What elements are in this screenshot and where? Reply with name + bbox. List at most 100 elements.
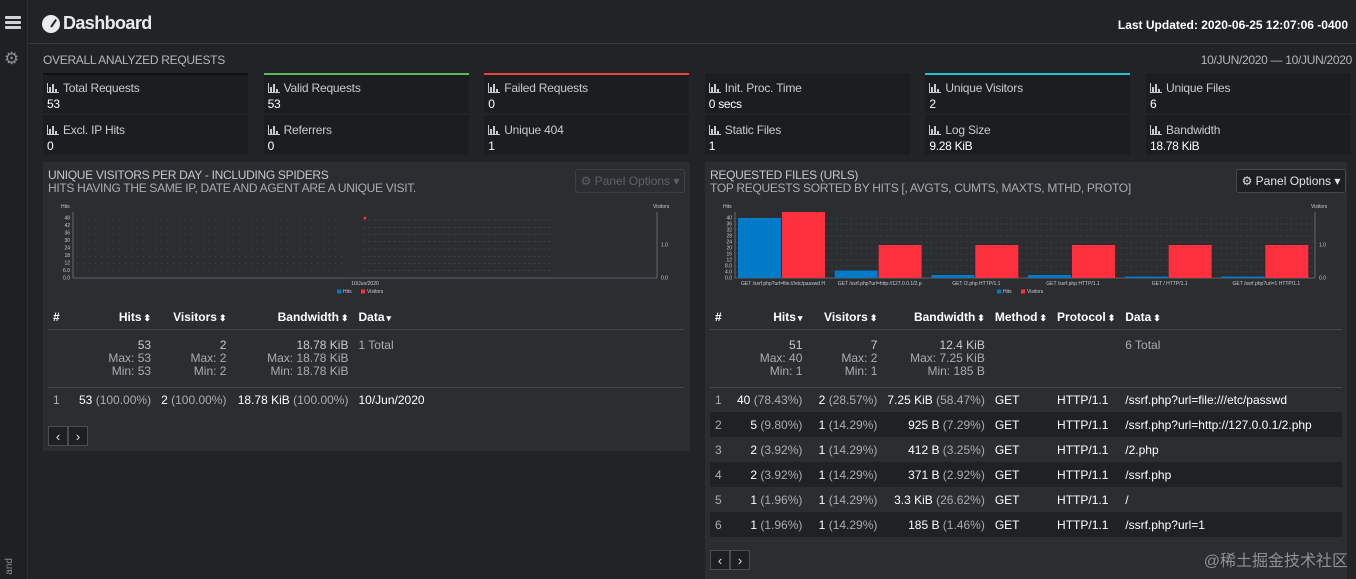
y-tick-label: 32 xyxy=(726,228,732,234)
summary-visitors: 2 Max: 2 Min: 2 xyxy=(190,337,227,378)
sort-icon: ⬍ xyxy=(869,312,878,323)
next-page-button[interactable]: › xyxy=(68,426,88,446)
y-tick-label: 36 xyxy=(726,222,732,228)
row-index: 6 xyxy=(710,512,732,537)
files-panel-options-button[interactable]: ⚙ Panel Options ▾ xyxy=(1236,169,1346,193)
bar-chart-icon xyxy=(929,83,942,93)
row-method: GET xyxy=(994,392,1020,407)
row-data: 10/Jun/2020 xyxy=(358,392,425,407)
sort-desc-icon: ▾ xyxy=(797,312,803,323)
y-tick-label: 4.0 xyxy=(725,270,732,276)
stat-card-value: 9.28 KiB xyxy=(929,139,973,153)
col-hits[interactable]: Hits ▾ xyxy=(773,309,803,324)
visitors-panel-options-button[interactable]: ⚙ Panel Options ▾ xyxy=(575,169,685,193)
col-data[interactable]: Data ⬍ xyxy=(1125,309,1161,324)
y-tick-label: 48 xyxy=(64,216,70,222)
bar-chart-icon xyxy=(929,125,942,135)
row-protocol: HTTP/1.1 xyxy=(1052,462,1121,487)
row-protocol: HTTP/1.1 xyxy=(1057,492,1109,507)
table-row[interactable]: 5 1 (1.96%) 1 (14.29%) 3.3 KiB (26.62%) GET H… xyxy=(710,487,1342,512)
stat-card-value: 1 xyxy=(708,139,716,153)
sort-icon: ⬍ xyxy=(1039,312,1048,323)
row-protocol: HTTP/1.1 xyxy=(1052,412,1121,437)
bar-hits xyxy=(738,218,781,278)
visitors-pager: ‹ › xyxy=(48,426,88,446)
row-hits: 53 (100.00%) xyxy=(79,392,152,407)
col-index: # xyxy=(53,309,60,324)
bar-hits xyxy=(1028,275,1071,278)
prev-page-button[interactable]: ‹ xyxy=(48,426,68,446)
sort-icon: ⬍ xyxy=(218,312,227,323)
legend-swatch-visitors xyxy=(1021,289,1025,294)
bar-hits xyxy=(834,270,878,278)
row-data: /ssrf.php xyxy=(1120,462,1342,487)
row-data: /ssrf.php?url=file:///etc/passwd xyxy=(1125,392,1287,407)
row-bandwidth: 412 B (3.25%) xyxy=(908,442,985,457)
row-data: /ssrf.php?url=http://127.0.0.1/2.php xyxy=(1120,412,1342,437)
col-visitors[interactable]: Visitors ⬍ xyxy=(173,309,227,324)
col-visitors[interactable]: Visitors ⬍ xyxy=(824,309,878,324)
prev-page-button[interactable]: ‹ xyxy=(710,550,730,570)
stat-card: Total Requests 53 xyxy=(43,73,248,113)
bar-visitors xyxy=(1072,245,1115,278)
gear-icon[interactable]: ⚙ xyxy=(4,49,20,68)
bar-chart-icon xyxy=(267,125,280,135)
row-index: 1 xyxy=(715,392,722,407)
y-tick-label: 40 xyxy=(726,216,732,222)
page-title: Dashboard xyxy=(42,13,152,34)
stat-card: Failed Requests 0 xyxy=(484,73,690,113)
dashboard-gauge-icon xyxy=(42,14,60,33)
row-method: GET xyxy=(989,462,1053,487)
stat-card-value: 18.78 KiB xyxy=(1150,139,1200,153)
stat-card-value: 0 xyxy=(267,139,275,153)
row-hits: 2 (3.92%) xyxy=(732,462,808,487)
col-protocol[interactable]: Protocol ⬍ xyxy=(1057,309,1116,324)
watermark: @稀土掘金技术社区 xyxy=(1203,553,1348,570)
stat-card-value: 0 xyxy=(488,97,495,111)
stat-card-label: Log Size xyxy=(929,123,1126,137)
y2-tick-label: 0.0 xyxy=(1319,276,1326,282)
stat-card: Bandwidth 18.78 KiB xyxy=(1146,115,1351,155)
panel-options-label: Panel Options xyxy=(1255,174,1332,188)
table-row[interactable]: 1 53 (100.00%) 2 (100.00%) 18.78 KiB (10… xyxy=(48,387,684,412)
row-bandwidth: 7.25 KiB (58.47%) xyxy=(887,392,985,407)
table-header-row: # Hits ▾ Visitors ⬍ Bandwidth ⬍ Method ⬍ Pro… xyxy=(710,305,1342,329)
next-page-button[interactable]: › xyxy=(730,550,750,570)
col-bandwidth[interactable]: Bandwidth ⬍ xyxy=(913,309,985,324)
main-content: Dashboard Last Updated: 2020-06-25 12:07… xyxy=(29,0,1356,579)
col-hits[interactable]: Hits ⬍ xyxy=(118,309,152,324)
stat-card-label: Static Files xyxy=(708,123,906,137)
legend-label-hits: Hits xyxy=(1003,289,1012,295)
col-method[interactable]: Method ⬍ xyxy=(994,309,1048,324)
table-row[interactable]: 1 40 (78.43%) 2 (28.57%) 7.25 KiB (58.47%) G… xyxy=(710,387,1342,412)
y2-axis-label: Visitors xyxy=(1311,204,1328,210)
sort-icon: ⬍ xyxy=(340,312,349,323)
stat-card-label: Bandwidth xyxy=(1150,123,1347,137)
x-tick-label: GET /2.php HTTP/1.1 xyxy=(952,281,1000,287)
bar-chart-icon xyxy=(47,125,59,135)
summary-row: 53 Max: 53 Min: 53 2 Max: 2 Min: 2 18.78 KiB… xyxy=(48,329,684,387)
menu-icon[interactable] xyxy=(5,16,21,29)
col-data[interactable]: Data ▾ xyxy=(358,309,392,324)
row-index: 3 xyxy=(715,442,722,457)
stat-card-label: Excl. IP Hits xyxy=(47,123,244,137)
sidebar-vertical-text: and xyxy=(4,558,15,575)
bar-chart-icon xyxy=(488,125,501,135)
stat-card-label: Unique Visitors xyxy=(929,81,1126,95)
stat-card-label: Referrers xyxy=(267,123,465,137)
row-index: 1 xyxy=(53,392,60,407)
files-pager: ‹ › xyxy=(710,550,750,570)
row-protocol: HTTP/1.1 xyxy=(1057,442,1109,457)
row-visitors: 2 (100.00%) xyxy=(161,392,227,407)
row-bandwidth: 185 B (1.46%) xyxy=(882,512,990,537)
stat-card: Unique Visitors 2 xyxy=(925,73,1131,113)
table-row[interactable]: 3 2 (3.92%) 1 (14.29%) 412 B (3.25%) GET HTTP… xyxy=(710,437,1342,462)
col-bandwidth[interactable]: Bandwidth ⬍ xyxy=(277,309,349,324)
hits-point xyxy=(363,216,367,220)
x-tick-label: GET / HTTP/1.1 xyxy=(1152,281,1188,287)
row-visitors: 1 (14.29%) xyxy=(807,512,883,537)
